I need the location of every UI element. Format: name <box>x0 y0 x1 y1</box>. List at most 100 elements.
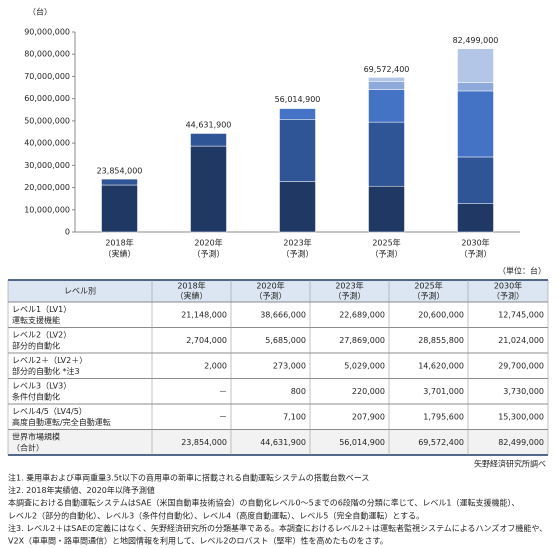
x-tick-sublabel: （予測） <box>460 249 492 259</box>
y-tick-label: 10,000,000 <box>24 205 70 214</box>
table-cell: 7,100 <box>283 412 306 421</box>
bar-segment <box>190 145 227 233</box>
table-header: レベル別 <box>64 287 96 296</box>
total-label: 56,014,900 <box>275 95 321 104</box>
table-cell: 800 <box>291 387 306 396</box>
table-header: 2018年 <box>177 281 205 291</box>
row-label: レベル4/5（LV4/5） <box>12 407 87 416</box>
table-cell: 28,855,800 <box>418 336 464 345</box>
table-cell: 82,499,000 <box>498 438 544 447</box>
bar-segment <box>101 184 138 233</box>
note: 注3. レベル2＋はSAEの定義にはなく、矢野経済研究所の分類基準である。本調査… <box>8 523 547 533</box>
row-label: 運転支援機能 <box>12 315 60 325</box>
y-tick-label: 80,000,000 <box>24 50 70 59</box>
note: 本調査における自動運転システムはSAE（米国自動車技術協会）の自動化レベル0～5… <box>8 498 519 508</box>
total-label: 44,631,900 <box>186 120 232 129</box>
table-cell: 1,795,600 <box>423 412 464 421</box>
table-cell: 69,572,400 <box>418 438 464 447</box>
bar-segment <box>457 156 494 204</box>
row-label: 部分的自動化 *注3 <box>12 366 80 376</box>
table-cell: 27,869,000 <box>339 336 385 345</box>
bar-segment <box>279 119 316 182</box>
table-cell: 38,666,000 <box>260 310 306 319</box>
x-tick-label: 2023年 <box>283 238 311 248</box>
table-cell: 2,704,000 <box>186 336 227 345</box>
row-label: 高度自動運転/完全自動運転 <box>12 417 111 427</box>
row-label: レベル2（LV2） <box>12 330 71 339</box>
table-cell: － <box>219 387 227 396</box>
bar-segment <box>457 82 494 92</box>
table-header: （予測） <box>492 291 524 301</box>
table-cell: 56,014,900 <box>339 438 385 447</box>
unit-label: （単位：台） <box>498 266 546 276</box>
note: 注2. 2018年実績値、2020年以降予測値 <box>8 485 155 495</box>
y-tick-label: 0 <box>65 228 70 237</box>
table-cell: 273,000 <box>273 361 306 370</box>
table-cell: 5,685,000 <box>265 336 306 345</box>
y-unit: （台） <box>28 7 52 17</box>
table-cell: 15,300,000 <box>498 412 544 421</box>
x-tick-sublabel: （実績） <box>104 249 136 259</box>
table-cell: 12,745,000 <box>498 310 544 319</box>
table-cell: 23,854,000 <box>181 438 227 447</box>
y-tick-label: 70,000,000 <box>24 72 70 81</box>
note: V2X（車車間・路車間通信）と地図情報を利用して、レベル2のロバスト（堅牢）性を… <box>8 536 388 546</box>
row-label: レベル2＋（LV2＋） <box>12 356 87 365</box>
bar-segment <box>368 89 405 123</box>
x-tick-label: 2018年 <box>105 238 133 248</box>
table-cell: 14,620,000 <box>418 361 464 370</box>
table-header: 2030年 <box>494 281 522 291</box>
table-cell: 207,900 <box>352 412 385 421</box>
table-header: 2025年 <box>414 281 442 291</box>
bar-segment <box>190 133 227 147</box>
y-tick-label: 60,000,000 <box>24 94 70 103</box>
x-tick-label: 2020年 <box>194 238 222 248</box>
x-tick-sublabel: （予測） <box>371 249 403 259</box>
table-header: （予測） <box>334 291 366 301</box>
source: 矢野経済研究所調べ <box>474 459 546 469</box>
bar-segment <box>101 178 138 186</box>
y-tick-label: 50,000,000 <box>24 116 70 125</box>
table-cell: 5,029,000 <box>344 361 385 370</box>
bar-segment <box>279 181 316 233</box>
table-cell: 21,024,000 <box>498 336 544 345</box>
table-cell: 22,689,000 <box>339 310 385 319</box>
bar-segment <box>457 90 494 158</box>
bar-segment <box>457 203 494 233</box>
x-tick-sublabel: （予測） <box>193 249 225 259</box>
row-label: 世界市場規模 <box>12 431 60 441</box>
row-label: レベル3（LV3） <box>12 381 71 390</box>
note: レベル2（部分的自動化）、レベル3（条件付自動化）、レベル4（高度自動運転）、レ… <box>8 510 424 520</box>
table-header-bg <box>8 280 548 302</box>
table-cell: 3,730,000 <box>503 387 544 396</box>
total-label: 69,572,400 <box>364 65 410 74</box>
row-label: 部分的自動化 <box>12 340 60 350</box>
table-header: 2020年 <box>256 281 284 291</box>
x-tick-label: 2025年 <box>372 238 400 248</box>
y-tick-label: 40,000,000 <box>24 139 70 148</box>
table-header: （予測） <box>255 291 287 301</box>
table-cell: 44,631,900 <box>260 438 306 447</box>
note: 注1. 乗用車および車両重量3.5t以下の商用車の新車に搭載される自動運転システ… <box>8 473 369 483</box>
table-total-bg <box>8 429 548 455</box>
row-label: レベル1（LV1） <box>12 305 71 314</box>
bar-segment <box>368 121 405 187</box>
bar-segment <box>368 185 405 233</box>
total-label: 23,854,000 <box>97 166 143 175</box>
table-cell: 29,700,000 <box>498 361 544 370</box>
x-tick-label: 2030年 <box>461 238 489 248</box>
table-cell: 3,701,000 <box>423 387 464 396</box>
bar-segment <box>457 48 494 83</box>
row-label: 条件付自動化 <box>12 391 60 401</box>
y-tick-label: 30,000,000 <box>24 161 70 170</box>
table-header: （予測） <box>413 291 445 301</box>
y-tick-label: 90,000,000 <box>24 28 70 37</box>
table-cell: － <box>219 412 227 421</box>
table-cell: 20,600,000 <box>418 310 464 319</box>
table-header: （実績） <box>176 291 208 301</box>
table-cell: 2,000 <box>204 361 227 370</box>
total-label: 82,499,000 <box>453 36 499 45</box>
bar-segment <box>368 81 405 90</box>
table-cell: 21,148,000 <box>181 310 227 319</box>
